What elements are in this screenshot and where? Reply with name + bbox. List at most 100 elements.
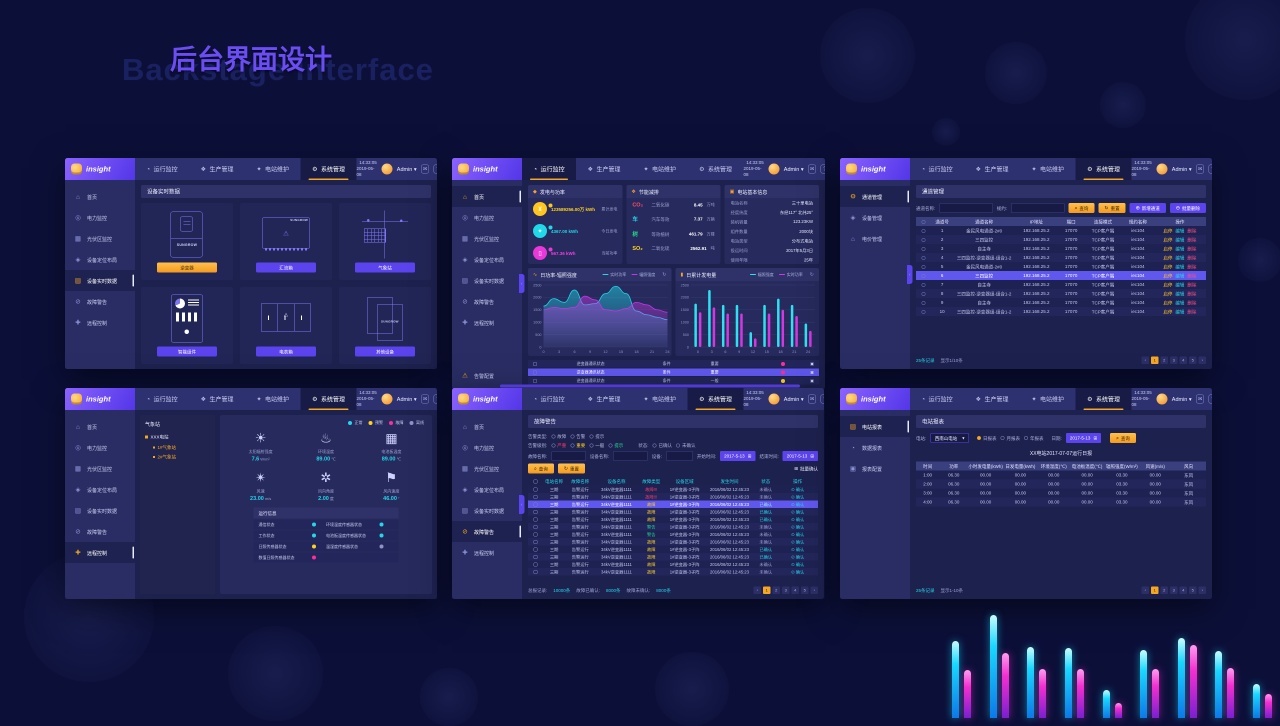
sidebar-item[interactable]: ◎ 电力监控 (452, 207, 522, 228)
page-number[interactable]: 3 (1170, 356, 1178, 364)
next-page[interactable]: › (810, 586, 818, 594)
search-button[interactable]: ⌕ 查询 (528, 463, 554, 474)
row-checkbox[interactable] (533, 361, 537, 366)
row-checkbox[interactable] (533, 532, 538, 537)
toggle-link[interactable]: 启停 (1163, 273, 1173, 279)
delete-link[interactable]: 删除 (1187, 246, 1197, 252)
confirm-link[interactable]: ⊙ 确认 (791, 516, 805, 522)
device-card[interactable]: SUNGROW 其他设备 (339, 287, 431, 364)
fault-row[interactable]: 三期 告警运行 34kV逆变器1111 故障 1#逆变器-3子阵 2016/06… (528, 538, 818, 546)
avatar[interactable] (1156, 393, 1168, 405)
alarm-row[interactable]: 逆变器通讯状态 条件 一般 ▣ (528, 377, 819, 385)
tree-child[interactable]: 2#气象站 (145, 454, 210, 461)
sidebar-item[interactable]: ▤ 设备实时数据 (452, 500, 522, 521)
toggle-link[interactable]: 启停 (1163, 300, 1173, 306)
edit-link[interactable]: 编辑 (1175, 246, 1185, 252)
fault-row[interactable]: 三期 告警运行 34kV逆变器1111 故障!!! 1#逆变器-3子阵 2016… (528, 485, 818, 493)
help-icon[interactable]: ? (820, 164, 825, 174)
page-number[interactable]: 3 (782, 586, 790, 594)
page-number[interactable]: 1 (1151, 356, 1159, 364)
delete-link[interactable]: 删除 (1187, 309, 1197, 315)
alarm-row[interactable]: 逆变器通讯状态 条件 重要 ▣ (528, 360, 819, 368)
sidebar-collapse-handle[interactable]: ‹ (907, 265, 913, 285)
reset-button[interactable]: ↻ 重置 (557, 463, 586, 474)
horizontal-scrollbar[interactable] (500, 384, 800, 388)
row-checkbox[interactable] (533, 487, 538, 492)
row-checkbox[interactable] (921, 228, 926, 233)
toggle-link[interactable]: 启停 (1163, 246, 1173, 252)
edit-link[interactable]: 编辑 (1175, 264, 1185, 270)
fault-row[interactable]: 三期 告警运行 34kV逆变器1111 故障 1#逆变器-3子阵 2016/06… (528, 553, 818, 561)
page-number[interactable]: 4 (1179, 356, 1187, 364)
refresh-icon[interactable]: ↻ (809, 271, 814, 278)
sidebar-item[interactable]: ⌂ 首页 (65, 416, 135, 437)
page-number[interactable]: 5 (801, 586, 809, 594)
page-number[interactable]: 1 (1151, 586, 1159, 594)
delete-link[interactable]: 删除 (1187, 300, 1197, 306)
sidebar-item[interactable]: ⊘ 故障警告 (65, 291, 135, 312)
row-checkbox[interactable] (533, 547, 538, 552)
row-checkbox[interactable] (533, 378, 537, 383)
nav-tab[interactable]: ⚙ 系统管理 (300, 158, 357, 180)
nav-tab[interactable]: ◔ 运行监控 (910, 388, 964, 410)
avatar[interactable] (381, 163, 393, 175)
row-checkbox[interactable] (533, 495, 538, 500)
plant-select[interactable]: 西南山电站 ▾ (930, 433, 970, 443)
channel-row[interactable]: 8 三四监控-逆变器组-组合1-2 192.168.25.2 17070 TCP… (916, 289, 1206, 298)
fault-row[interactable]: 三期 告警运行 34kV逆变器1111 故障 1#逆变器-3子阵 2016/06… (528, 515, 818, 523)
select-all-checkbox[interactable] (533, 479, 538, 484)
user-menu[interactable]: Admin ▾ (396, 166, 417, 173)
message-icon[interactable]: ✉ (421, 394, 430, 404)
channel-row[interactable]: 7 自主寺 192.168.25.2 17070 TCP客户端 iec104 启… (916, 280, 1206, 289)
nav-tab[interactable]: ❖ 生产管理 (576, 158, 632, 180)
device-name-input[interactable] (613, 451, 648, 461)
brand-logo[interactable]: insight (840, 158, 910, 180)
toggle-link[interactable]: 启停 (1163, 291, 1173, 297)
nav-tab[interactable]: ✦ 电站维护 (245, 158, 301, 180)
device-button[interactable]: 气象站 (355, 262, 415, 273)
alarm-level-radio[interactable]: 重要 (570, 442, 585, 449)
alarm-level-radio[interactable]: 提示 (608, 442, 623, 449)
nav-tab[interactable]: ✦ 电站维护 (632, 158, 688, 180)
report-row[interactable]: 2:00 06.30 00.00 00.00 00.00 00.00 03.30 00.… (916, 479, 1206, 489)
prev-page[interactable]: ‹ (1141, 586, 1149, 594)
sidebar-item[interactable]: ▦ 光伏区监控 (65, 228, 135, 249)
sidebar-item[interactable]: ◈ 设备定位布局 (65, 249, 135, 270)
sidebar-item[interactable]: ✚ 远程控制 (452, 312, 522, 333)
next-page[interactable]: › (1198, 356, 1206, 364)
fault-row[interactable]: 三期 告警运行 34kV逆变器1111 警告 1#逆变器-3子阵 2016/06… (528, 523, 818, 531)
page-number[interactable]: 2 (1160, 356, 1168, 364)
nav-tab[interactable]: ❖ 生产管理 (964, 388, 1020, 410)
confirm-link[interactable]: ⊙ 确认 (791, 501, 805, 507)
alarm-type-radio[interactable]: 故障 (551, 433, 566, 440)
confirm-link[interactable]: ⊙ 确认 (791, 539, 805, 545)
report-type-radio[interactable]: 月报表 (1000, 435, 1020, 442)
end-date-picker[interactable]: 2017-5-13 ⊞ (782, 451, 819, 461)
page-number[interactable]: 5 (1189, 586, 1197, 594)
device-card[interactable]: SUNGROW 逆变器 (141, 203, 233, 280)
sidebar-collapse-handle[interactable]: ‹ (519, 495, 525, 515)
row-checkbox[interactable] (533, 525, 538, 530)
row-checkbox[interactable] (921, 246, 926, 251)
sidebar-item[interactable]: ⌂ 首页 (452, 416, 522, 437)
sidebar-item[interactable]: ✚ 远程控制 (452, 542, 522, 563)
nav-tab[interactable]: ⚙ 系统管理 (687, 388, 744, 410)
sidebar-item[interactable]: ◈ 设备管理 (840, 207, 910, 228)
device-input[interactable] (665, 451, 693, 461)
row-checkbox[interactable] (533, 510, 538, 515)
row-checkbox[interactable] (921, 255, 926, 260)
confirm-link[interactable]: ⊙ 确认 (791, 494, 805, 500)
sidebar-item[interactable]: ✚ 远程控制 (65, 312, 135, 333)
page-number[interactable]: 5 (1189, 356, 1197, 364)
confirm-link[interactable]: ⊙ 确认 (791, 486, 805, 492)
channel-row[interactable]: 10 三四监控-逆变器组-组合1-2 192.168.25.2 17070 TC… (916, 307, 1206, 316)
nav-tab[interactable]: ✦ 电站维护 (1020, 158, 1076, 180)
row-checkbox[interactable] (921, 291, 926, 296)
alarm-type-radio[interactable]: 提示 (589, 433, 604, 440)
help-icon[interactable]: ? (1208, 394, 1212, 404)
refresh-icon[interactable]: ↻ (662, 271, 667, 278)
next-page[interactable]: › (1198, 586, 1206, 594)
sidebar-item[interactable]: ▦ 光伏区监控 (452, 228, 522, 249)
message-icon[interactable]: ✉ (808, 164, 817, 174)
alarm-level-radio[interactable]: 严重 (551, 442, 566, 449)
